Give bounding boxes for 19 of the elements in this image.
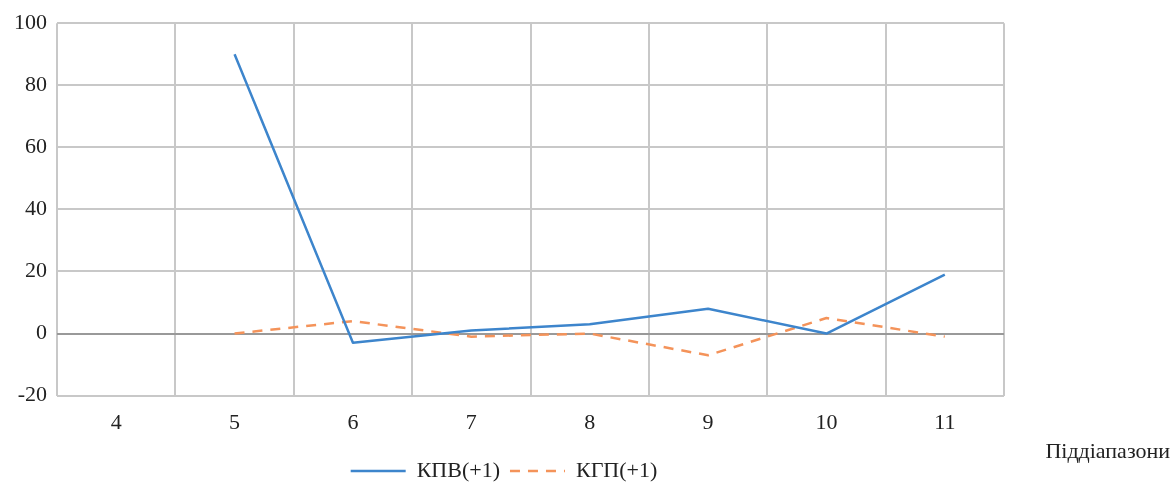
x-tick-label: 4 bbox=[110, 408, 122, 434]
x-axis-title: Піддіапазони bbox=[1045, 438, 1170, 464]
x-tick-label: 6 bbox=[347, 408, 359, 434]
x-tick-label: 9 bbox=[702, 408, 714, 434]
x-tick-label: 7 bbox=[465, 408, 477, 434]
x-tick-label: 10 bbox=[815, 408, 838, 434]
y-tick-label: -20 bbox=[17, 381, 47, 407]
legend-label: КПВ(+1) bbox=[416, 456, 500, 482]
x-tick-label: 5 bbox=[229, 408, 241, 434]
y-tick-label: 60 bbox=[25, 133, 47, 159]
x-tick-label: 11 bbox=[934, 408, 956, 434]
y-tick-label: 40 bbox=[25, 195, 47, 221]
legend-label: КГП(+1) bbox=[575, 456, 658, 482]
line-series bbox=[233, 316, 947, 357]
y-tick-label: 0 bbox=[36, 319, 47, 345]
y-tick-label: 80 bbox=[25, 71, 47, 97]
x-tick-label: 8 bbox=[584, 408, 596, 434]
y-tick-label: 100 bbox=[14, 8, 47, 34]
y-tick-label: 20 bbox=[25, 257, 47, 283]
